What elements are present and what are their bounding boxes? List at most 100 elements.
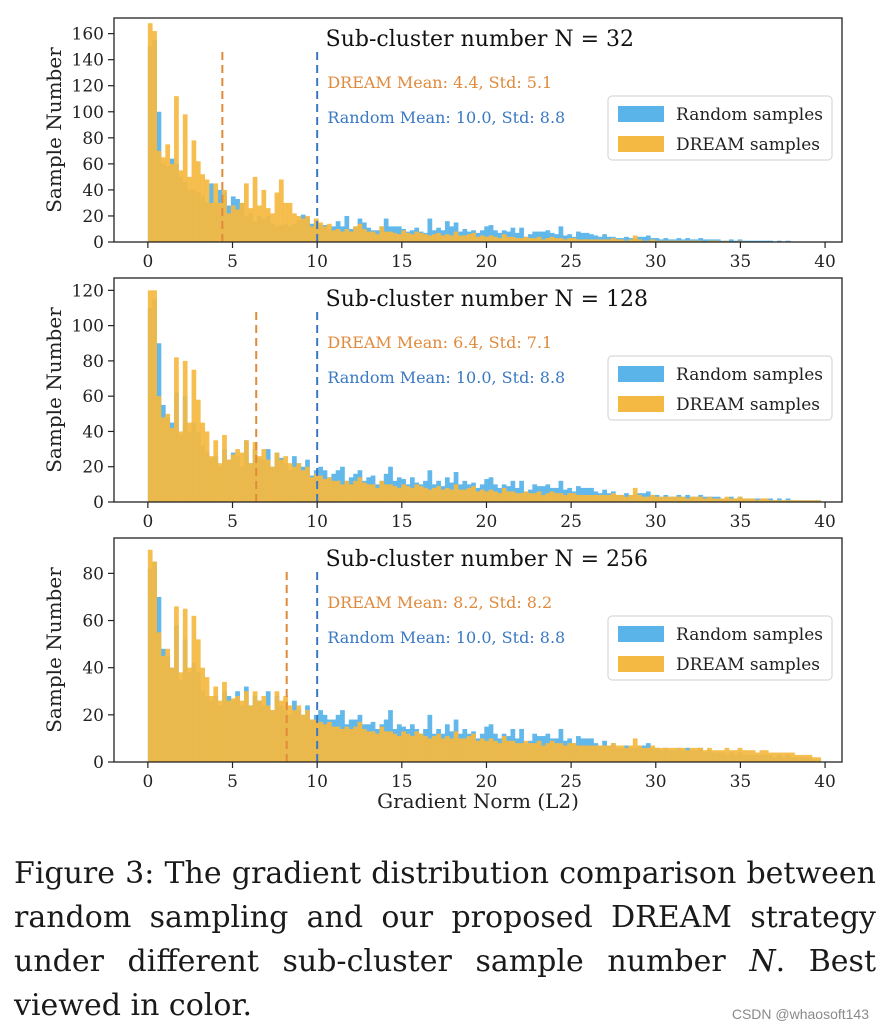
y-tick-label: 140	[72, 51, 104, 71]
x-tick-label: 20	[476, 772, 498, 792]
bar	[353, 226, 358, 242]
bar	[471, 232, 476, 242]
bar	[423, 234, 428, 242]
bar	[235, 209, 240, 242]
bar	[458, 489, 463, 502]
bar	[309, 226, 315, 242]
bar	[680, 747, 686, 762]
bar	[366, 484, 372, 502]
y-tick-label: 20	[82, 706, 104, 726]
bar	[178, 672, 184, 762]
bar	[619, 494, 625, 502]
chart-title: Sub-cluster number N = 256	[326, 547, 648, 572]
x-tick-label: 25	[560, 252, 582, 272]
bar	[742, 498, 747, 502]
bar	[484, 236, 489, 242]
bar	[785, 240, 791, 242]
x-tick-label: 35	[730, 512, 752, 532]
y-tick-label: 40	[82, 422, 104, 442]
bar	[667, 747, 673, 762]
bar	[270, 466, 275, 502]
bar	[562, 745, 568, 762]
bar	[742, 240, 747, 242]
bar	[624, 240, 629, 242]
bar	[348, 484, 354, 502]
bar	[650, 745, 656, 762]
bar	[410, 736, 415, 762]
bar	[431, 234, 437, 242]
bar	[418, 232, 424, 242]
x-tick-label: 15	[391, 772, 413, 792]
bar	[239, 202, 245, 242]
bar	[239, 452, 245, 502]
bar	[243, 440, 249, 502]
random-stats-annotation: Random Mean: 10.0, Std: 8.8	[327, 368, 565, 387]
bar	[728, 750, 734, 762]
bar	[213, 686, 219, 762]
bar	[217, 202, 223, 242]
bar	[803, 754, 808, 762]
bar	[292, 213, 297, 242]
bar	[147, 549, 153, 762]
bar	[396, 736, 402, 762]
bar	[571, 238, 577, 242]
bar	[187, 667, 192, 762]
bar	[479, 489, 485, 502]
bar	[230, 454, 236, 502]
bar	[501, 736, 507, 762]
bar	[737, 496, 743, 502]
bar	[750, 750, 756, 762]
bar	[755, 752, 760, 762]
bar	[322, 226, 328, 242]
bar	[169, 427, 175, 502]
x-tick-label: 5	[227, 512, 238, 532]
bar	[497, 493, 503, 502]
bar	[632, 235, 638, 242]
bar	[549, 740, 555, 762]
bar	[811, 757, 817, 762]
bar	[265, 705, 271, 762]
bar	[541, 494, 546, 502]
bar	[436, 486, 441, 502]
bar	[243, 691, 249, 762]
bar	[283, 202, 289, 242]
bar	[541, 239, 546, 242]
bar	[654, 747, 660, 762]
bar	[576, 239, 581, 242]
random-stats-annotation: Random Mean: 10.0, Std: 8.8	[327, 628, 565, 647]
bar	[746, 240, 752, 242]
bar	[449, 489, 455, 502]
bar	[226, 213, 232, 242]
bar	[676, 747, 682, 762]
bar	[195, 399, 201, 502]
bar	[248, 463, 254, 502]
bar	[305, 710, 310, 762]
bar	[693, 747, 699, 762]
bar	[449, 738, 455, 762]
bar	[182, 360, 188, 502]
bar	[160, 417, 166, 502]
bar	[217, 700, 223, 762]
bar	[449, 235, 455, 242]
bar	[580, 494, 586, 502]
bar	[169, 163, 175, 242]
bar	[340, 484, 345, 502]
bar	[388, 731, 393, 762]
bar	[497, 238, 503, 242]
bar	[383, 484, 389, 502]
bar	[637, 745, 642, 762]
bar	[654, 238, 660, 242]
dream-stats-annotation: DREAM Mean: 6.4, Std: 7.1	[327, 333, 552, 352]
bar	[693, 496, 699, 502]
bar	[160, 655, 166, 762]
bar	[292, 466, 297, 502]
bar	[610, 238, 616, 242]
bar	[392, 486, 398, 502]
bar	[724, 240, 730, 242]
bar	[527, 238, 533, 242]
bar	[645, 235, 651, 242]
bar	[160, 157, 166, 242]
bar	[440, 738, 446, 762]
bar	[230, 698, 236, 762]
bar	[584, 494, 590, 502]
